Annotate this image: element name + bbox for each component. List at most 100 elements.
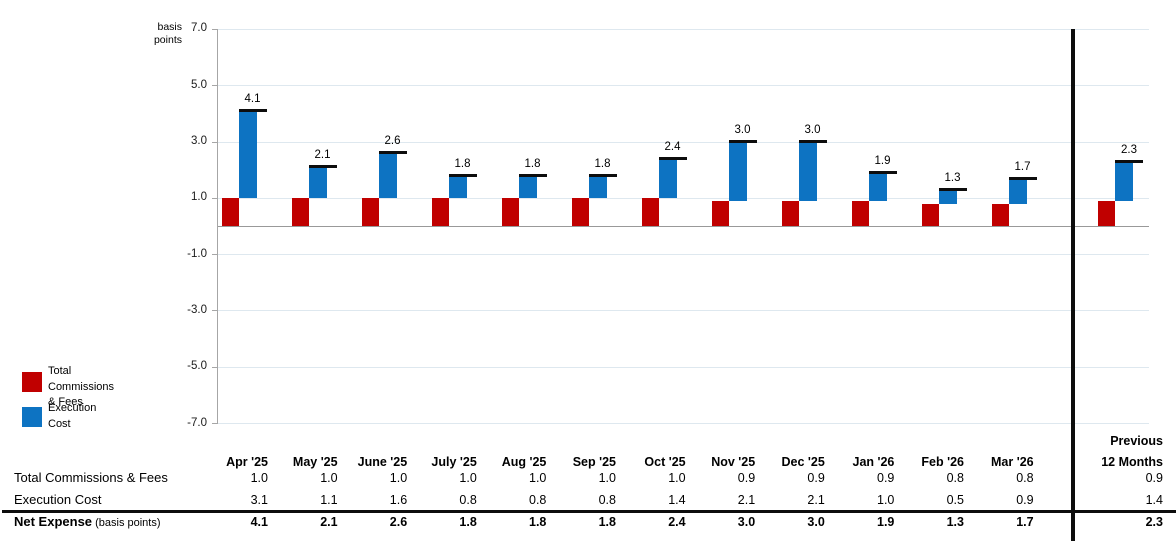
table-cell-execution: 1.1 (320, 493, 338, 507)
net-expense-marker (798, 140, 827, 144)
table-header-month: June '25 (357, 455, 408, 469)
net-expense-value-label: 1.8 (454, 157, 471, 170)
y-axis-tick-label: -1.0 (187, 247, 207, 260)
execution-bar (238, 111, 257, 199)
table-cell-execution: 0.8 (529, 493, 547, 507)
y-gridline (218, 366, 1149, 368)
commissions-bar (991, 203, 1009, 227)
table-cell-net-expense: 2.4 (668, 515, 686, 529)
net-expense-marker (1008, 176, 1037, 180)
table-cell-net-expense: 1.3 (946, 515, 964, 529)
table-header-month: Aug '25 (501, 455, 547, 469)
table-cell-commissions: 1.0 (529, 471, 547, 485)
execution-bar (868, 173, 887, 202)
net-expense-value-label: 1.7 (1014, 160, 1031, 173)
row-label-net-expense: Net Expense (basis points) (14, 514, 161, 531)
table-cell-commissions: 0.9 (1145, 471, 1163, 485)
row-label-commissions: Total Commissions & Fees (14, 470, 168, 485)
y-axis-tick (212, 366, 218, 368)
execution-bar (378, 153, 397, 199)
net-expense-marker (238, 109, 267, 113)
net-expense-label: Net Expense (14, 514, 93, 529)
net-expense-value-label: 2.1 (314, 149, 331, 162)
table-cell-commissions: 0.8 (946, 471, 964, 485)
y-axis-line (217, 29, 218, 424)
table-cell-net-expense: 2.1 (320, 515, 338, 529)
y-gridline (218, 423, 1149, 425)
table-cell-commissions: 1.0 (668, 471, 686, 485)
net-expense-marker (588, 173, 617, 177)
net-expense-marker (1115, 159, 1143, 163)
table-cell-net-expense: 1.8 (598, 515, 616, 529)
net-expense-marker (378, 151, 407, 155)
y-axis-tick-label: 5.0 (191, 78, 207, 91)
y-gridline (218, 28, 1149, 30)
commissions-bar (361, 198, 379, 227)
table-cell-execution: 0.8 (459, 493, 477, 507)
y-gridline (218, 310, 1149, 312)
table-cell-net-expense: 2.3 (1145, 515, 1163, 529)
commissions-bar (431, 198, 449, 227)
net-expense-marker (938, 187, 967, 191)
x-axis-zero-line (218, 226, 1149, 227)
table-header-month: July '25 (431, 455, 477, 469)
commissions-bar (711, 201, 729, 227)
commissions-bar (221, 198, 239, 227)
execution-bar (798, 142, 817, 202)
y-gridline (218, 85, 1149, 87)
table-header-month: Mar '26 (991, 455, 1034, 469)
commissions-bar (851, 201, 869, 227)
y-axis-tick-label: 1.0 (191, 191, 207, 204)
execution-bar (938, 189, 957, 204)
y-axis-tick (212, 310, 218, 312)
table-header-month: Dec '25 (781, 455, 825, 469)
y-gridline (218, 254, 1149, 256)
table-header-previous-line1: Previous (1110, 434, 1163, 448)
table-cell-execution: 1.0 (877, 493, 895, 507)
net-expense-marker (868, 171, 897, 174)
net-expense-marker (308, 165, 337, 169)
execution-bar (1008, 178, 1027, 204)
commissions-legend-label: Total Commissions & Fees (48, 365, 115, 408)
table-cell-commissions: 0.8 (1016, 471, 1034, 485)
table-cell-execution: 1.4 (1145, 493, 1163, 507)
net-expense-value-label: 2.3 (1121, 143, 1137, 156)
table-cell-commissions: 1.0 (598, 471, 616, 485)
execution-bar (658, 158, 677, 199)
net-expense-value-label: 2.4 (664, 140, 681, 153)
y-gridline (218, 141, 1149, 143)
table-cell-execution: 0.8 (598, 493, 616, 507)
table-cell-net-expense: 1.9 (877, 515, 895, 529)
y-axis-tick (212, 141, 218, 143)
execution-bar (448, 175, 467, 199)
net-expense-value-label: 2.6 (384, 135, 401, 148)
y-gridline (218, 197, 1149, 199)
table-cell-execution: 3.1 (250, 493, 268, 507)
y-axis-unit-label: basis points (153, 21, 182, 46)
previous-period-separator-line (1071, 29, 1075, 541)
table-cell-execution: 2.1 (737, 493, 756, 507)
net-expense-label-suffix: (basis points) (92, 517, 161, 529)
table-cell-commissions: 0.9 (807, 471, 825, 485)
net-expense-marker (658, 156, 687, 160)
table-header-month: Sep '25 (572, 455, 616, 469)
table-header-month: Apr '25 (226, 455, 268, 469)
table-cell-commissions: 1.0 (250, 471, 268, 485)
table-cell-net-expense: 2.6 (389, 515, 408, 529)
table-header-previous-line2: 12 Months (1101, 455, 1163, 469)
execution-bar (1115, 161, 1133, 202)
y-axis-tick-label: -3.0 (187, 303, 207, 316)
net-expense-marker (448, 173, 477, 177)
y-axis-tick (212, 423, 218, 425)
table-cell-net-expense: 1.7 (1016, 515, 1034, 529)
table-cell-net-expense: 1.8 (459, 515, 477, 529)
table-total-rule (2, 510, 1176, 513)
execution-bar (518, 175, 537, 199)
execution-bar (308, 167, 327, 199)
table-cell-net-expense: 3.0 (737, 515, 756, 529)
commissions-legend-swatch (22, 372, 42, 392)
execution-bar (588, 175, 607, 199)
y-axis-tick-label: -5.0 (187, 360, 207, 373)
